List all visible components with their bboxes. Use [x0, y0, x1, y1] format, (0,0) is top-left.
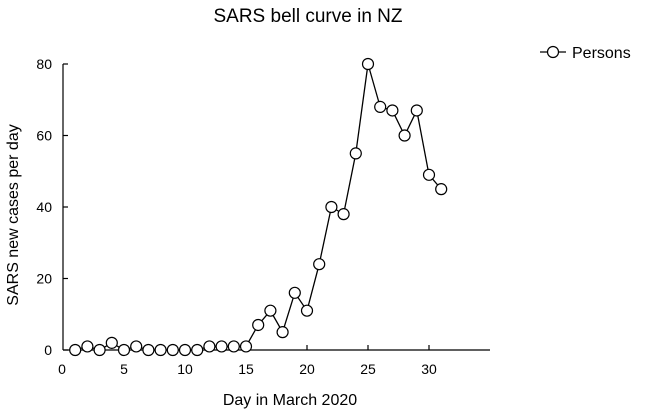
data-point [288, 286, 301, 299]
data-point [105, 336, 118, 349]
data-point [239, 340, 253, 353]
y-tick-label: 0 [44, 342, 52, 358]
data-point [142, 343, 155, 357]
data-point [386, 104, 399, 117]
data-point [313, 258, 326, 271]
data-point [81, 340, 94, 353]
legend: Persons [540, 45, 631, 62]
y-axis-label: SARS new cases per day [5, 124, 22, 305]
data-point [398, 129, 411, 142]
data-point [276, 326, 289, 339]
x-ticks: 0 5 10 15 20 25 30 [58, 345, 437, 377]
data-point [166, 343, 179, 357]
x-tick-label: 20 [299, 361, 315, 377]
x-tick-label: 30 [421, 361, 437, 377]
x-tick-label: 25 [360, 361, 376, 377]
x-axis-label: Day in March 2020 [223, 392, 357, 409]
data-point [130, 340, 143, 353]
data-point [349, 147, 362, 160]
x-tick-label: 0 [58, 361, 66, 377]
legend-label: Persons [572, 45, 631, 62]
data-point [178, 343, 192, 357]
y-tick-label: 60 [36, 128, 52, 144]
data-point [154, 343, 167, 357]
data-point [117, 343, 131, 357]
x-tick-label: 5 [120, 361, 128, 377]
data-point [300, 304, 314, 317]
data-point [361, 57, 375, 71]
data-point [264, 304, 277, 317]
data-point [203, 340, 216, 353]
data-point [227, 340, 240, 353]
y-tick-label: 40 [36, 199, 52, 215]
data-point [325, 200, 338, 214]
data-point [215, 340, 228, 353]
data-point [337, 208, 350, 221]
data-point [374, 100, 387, 114]
data-point [410, 104, 423, 117]
data-point [191, 343, 204, 357]
y-tick-label: 20 [36, 271, 52, 287]
chart-title: SARS bell curve in NZ [213, 6, 402, 27]
data-point [422, 168, 436, 181]
data-point [435, 183, 448, 196]
y-ticks: 0 20 40 60 80 [36, 56, 68, 358]
data-point [93, 343, 106, 357]
data-point [252, 318, 265, 332]
x-tick-label: 10 [177, 361, 193, 377]
x-tick-label: 15 [238, 361, 254, 377]
plot-area [69, 57, 448, 357]
y-tick-label: 80 [36, 56, 52, 72]
data-point [69, 343, 82, 357]
legend-marker [546, 45, 560, 59]
